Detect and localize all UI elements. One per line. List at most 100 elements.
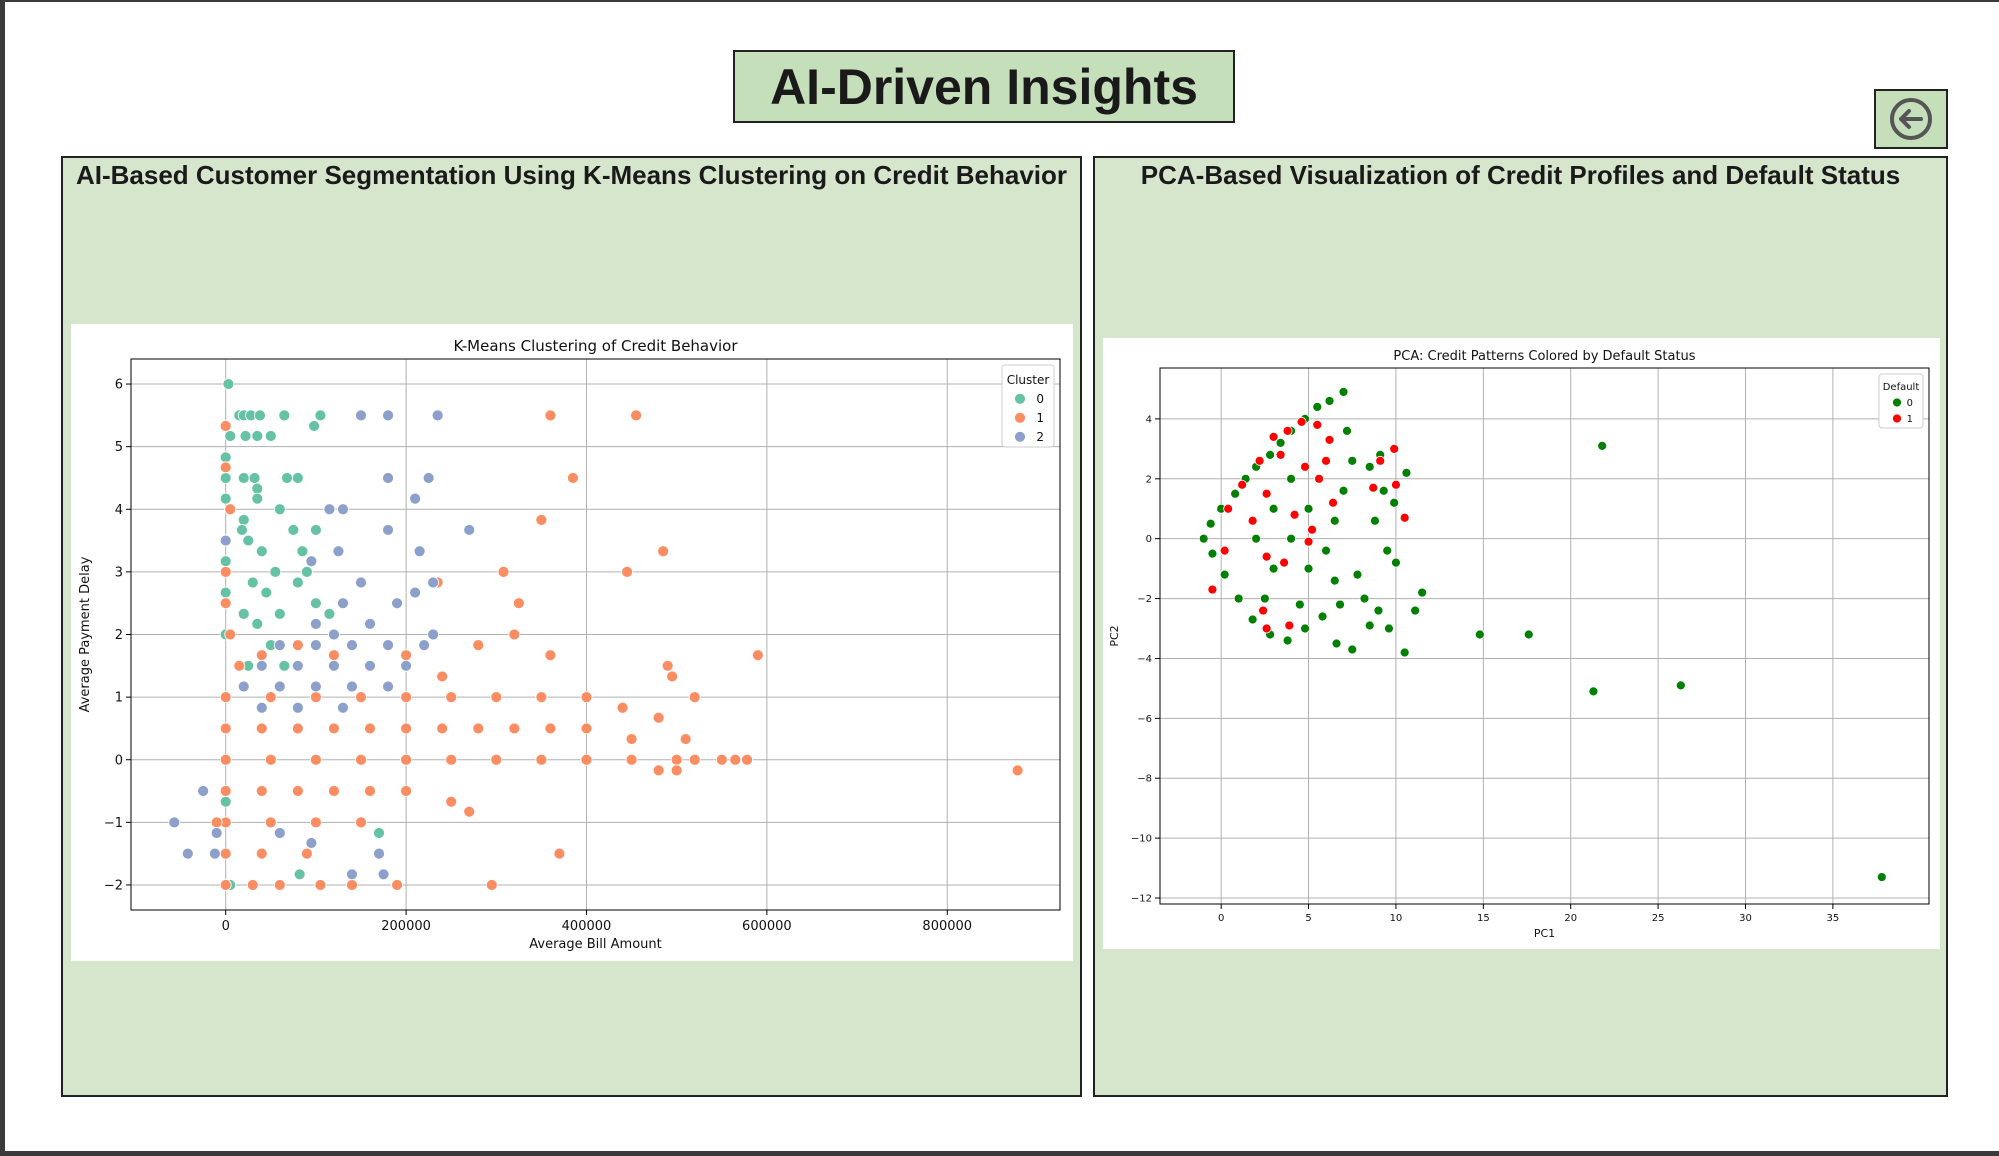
data-point-cluster-0 <box>1282 635 1293 646</box>
data-point-cluster-2 <box>382 472 394 484</box>
data-point-cluster-2 <box>346 639 358 652</box>
data-point-cluster-1 <box>364 722 376 735</box>
x-tick-label: 20 <box>1564 913 1577 924</box>
y-tick-label: 0 <box>115 753 123 768</box>
data-point-cluster-1 <box>445 691 458 704</box>
data-point-cluster-2 <box>355 576 367 589</box>
data-point-cluster-1 <box>497 565 510 578</box>
data-point-cluster-1 <box>472 722 485 735</box>
data-point-cluster-1 <box>1307 524 1317 535</box>
data-point-cluster-0 <box>237 607 250 620</box>
data-point-cluster-2 <box>382 409 394 422</box>
data-point-cluster-2 <box>463 524 476 536</box>
data-point-cluster-0 <box>1247 614 1258 625</box>
data-point-cluster-1 <box>255 847 268 860</box>
data-point-cluster-0 <box>219 451 232 464</box>
data-point-cluster-1 <box>219 879 232 891</box>
data-point-cluster-0 <box>1338 387 1349 397</box>
data-point-cluster-2 <box>273 680 286 693</box>
data-point-cluster-2 <box>309 680 322 693</box>
pca-chart-card: PCA: Credit Patterns Colored by Default … <box>1103 338 1940 949</box>
data-point-cluster-0 <box>273 503 286 516</box>
data-point-cluster-0 <box>1331 638 1342 649</box>
right-panel-title: PCA-Based Visualization of Credit Profil… <box>1140 160 1901 190</box>
legend-label-1: 1 <box>1907 414 1913 425</box>
data-point-cluster-1 <box>264 691 277 704</box>
data-point-cluster-1 <box>670 753 683 766</box>
data-point-cluster-0 <box>1329 575 1340 586</box>
data-point-cluster-1 <box>436 722 449 735</box>
data-point-cluster-2 <box>337 503 349 516</box>
data-point-cluster-1 <box>355 753 367 766</box>
data-point-cluster-1 <box>1207 584 1218 595</box>
back-button[interactable] <box>1874 89 1948 149</box>
data-point-cluster-1 <box>463 805 476 818</box>
data-point-cluster-1 <box>219 753 232 766</box>
data-point-cluster-0 <box>1219 569 1230 580</box>
data-point-cluster-2 <box>409 492 422 505</box>
data-point-cluster-1 <box>246 879 259 891</box>
data-point-cluster-1 <box>535 691 548 704</box>
legend-marker-1 <box>1014 411 1026 424</box>
data-point-cluster-0 <box>1207 548 1218 559</box>
data-point-cluster-0 <box>1391 557 1401 568</box>
data-point-cluster-1 <box>567 472 579 484</box>
data-point-cluster-2 <box>337 597 349 610</box>
data-point-cluster-0 <box>1300 623 1310 634</box>
window-frame-top <box>0 0 1999 2</box>
data-point-cluster-0 <box>242 534 255 547</box>
data-point-cluster-0 <box>1265 449 1276 460</box>
data-point-cluster-0 <box>308 420 320 432</box>
data-point-cluster-0 <box>1259 593 1270 604</box>
data-point-cluster-1 <box>751 649 764 662</box>
data-point-cluster-1 <box>580 753 593 766</box>
x-tick-label: 800000 <box>922 919 972 934</box>
data-point-cluster-0 <box>1364 620 1375 631</box>
data-point-cluster-0 <box>248 472 261 484</box>
data-point-cluster-0 <box>1417 587 1428 598</box>
data-point-cluster-1 <box>1324 434 1335 445</box>
data-point-cluster-1 <box>391 879 403 891</box>
data-point-cluster-0 <box>291 472 304 484</box>
data-point-cluster-0 <box>251 617 264 630</box>
data-point-cluster-1 <box>472 639 485 652</box>
data-point-cluster-2 <box>197 785 210 797</box>
y-tick-label: −10 <box>1131 834 1152 845</box>
plot-frame <box>1159 367 1930 905</box>
data-point-cluster-0 <box>278 659 291 672</box>
data-point-cluster-1 <box>535 514 548 526</box>
data-point-cluster-0 <box>1401 467 1412 478</box>
data-point-cluster-2 <box>305 837 318 849</box>
data-point-cluster-1 <box>1261 623 1272 634</box>
data-point-cluster-1 <box>255 649 268 662</box>
data-point-cluster-2 <box>328 659 340 672</box>
x-tick-label: 15 <box>1477 913 1490 924</box>
data-point-cluster-1 <box>400 753 412 766</box>
data-point-cluster-1 <box>210 816 223 829</box>
data-point-cluster-0 <box>278 409 291 422</box>
data-point-cluster-2 <box>427 628 440 641</box>
data-point-cluster-0 <box>1876 872 1887 882</box>
data-point-cluster-1 <box>544 409 557 422</box>
right-panel: PCA-Based Visualization of Credit Profil… <box>1093 156 1948 1097</box>
x-tick-label: 600000 <box>742 919 792 934</box>
data-point-cluster-1 <box>346 879 358 891</box>
data-point-cluster-1 <box>1275 449 1286 460</box>
data-point-cluster-2 <box>382 639 394 652</box>
data-point-cluster-0 <box>1324 396 1335 406</box>
data-point-cluster-1 <box>661 659 674 672</box>
data-point-cluster-2 <box>346 680 358 693</box>
data-point-cluster-1 <box>1219 545 1230 556</box>
data-point-cluster-1 <box>291 639 304 652</box>
data-point-cluster-1 <box>485 879 498 891</box>
data-point-cluster-1 <box>1223 503 1234 514</box>
data-point-cluster-1 <box>1254 455 1265 466</box>
data-point-cluster-0 <box>291 576 304 589</box>
pca-scatter-chart: PCA: Credit Patterns Colored by Default … <box>1108 349 1930 940</box>
data-point-cluster-2 <box>427 576 440 589</box>
data-point-cluster-0 <box>373 827 385 839</box>
data-point-cluster-0 <box>224 430 237 442</box>
data-point-cluster-1 <box>1328 497 1338 508</box>
y-tick-label: 2 <box>115 628 123 643</box>
y-tick-label: 5 <box>115 440 123 455</box>
